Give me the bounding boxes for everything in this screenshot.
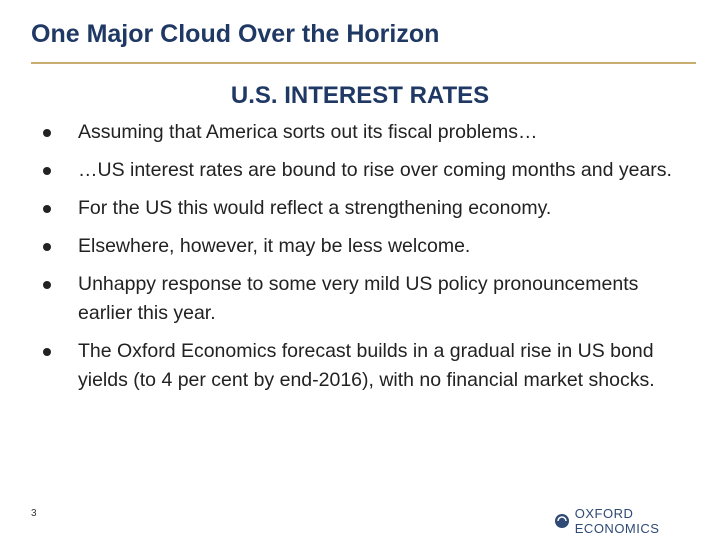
section-title: U.S. INTEREST RATES xyxy=(230,82,490,109)
logo-icon xyxy=(555,514,569,528)
bullet-list: Assuming that America sorts out its fisc… xyxy=(40,118,680,404)
bullet: Unhappy response to some very mild US po… xyxy=(40,270,680,328)
bullet: Assuming that America sorts out its fisc… xyxy=(40,118,680,147)
logo-text: OXFORD ECONOMICS xyxy=(574,506,660,536)
title-rule xyxy=(31,62,696,64)
bullet: The Oxford Economics forecast builds in … xyxy=(40,337,680,395)
bullet: For the US this would reflect a strength… xyxy=(40,194,680,223)
logo: OXFORD ECONOMICS xyxy=(554,506,720,536)
bullet: …US interest rates are bound to rise ove… xyxy=(40,156,680,185)
slide-title: One Major Cloud Over the Horizon xyxy=(31,20,440,48)
bullet: Elsewhere, however, it may be less welco… xyxy=(40,232,680,261)
page-number: 3 xyxy=(31,508,37,519)
